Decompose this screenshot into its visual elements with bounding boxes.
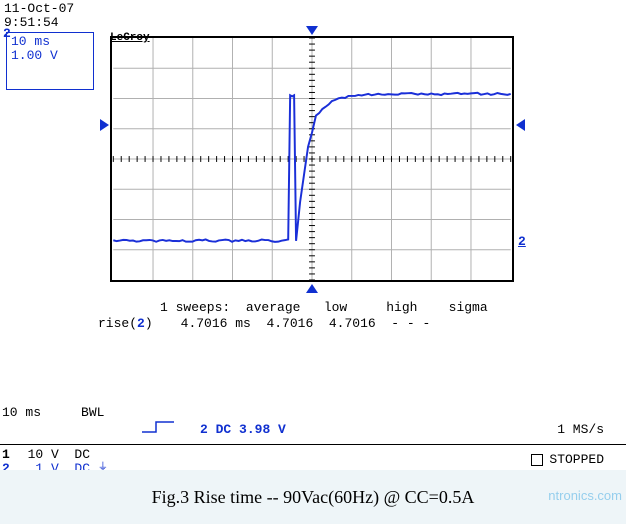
step-icon	[140, 418, 176, 436]
legend-timediv: 10 ms	[11, 35, 89, 49]
legend-voltdiv: 1.00 V	[11, 49, 89, 63]
timediv-row: 10 ms BWL	[2, 406, 108, 420]
sample-rate: 1 MS/s	[557, 422, 604, 437]
channel2-measurement: 2 DC 3.98 V	[200, 422, 286, 437]
divider	[0, 444, 626, 445]
date: 11-Oct-07	[4, 2, 74, 16]
ch2-coupling: DC	[216, 422, 232, 437]
ch2-num: 2	[200, 422, 208, 437]
timestamp: 11-Oct-07 9:51:54	[4, 2, 74, 30]
stats-values: rise(2)4.7016 ms 4.7016 4.7016 - - -	[98, 316, 430, 332]
timediv-value: 10 ms	[2, 406, 41, 420]
stats-header: 1 sweeps: average low high sigma	[160, 300, 488, 316]
oscilloscope-screen: 11-Oct-07 9:51:54 2 10 ms 1.00 V LeCroy …	[0, 0, 626, 470]
legend-channel-number: 2	[3, 27, 11, 41]
caption-text: Fig.3 Rise time -- 90Vac(60Hz) @ CC=0.5A	[152, 487, 475, 508]
status-text: STOPPED	[549, 452, 604, 467]
measurement-stats: 1 sweeps: average low high sigma rise(2)…	[98, 300, 566, 364]
time: 9:51:54	[4, 16, 74, 30]
watermark: ntronics.com	[548, 488, 622, 503]
waveform-grid	[110, 36, 514, 282]
figure-caption: Fig.3 Rise time -- 90Vac(60Hz) @ CC=0.5A	[0, 470, 626, 524]
bwl-label: BWL	[81, 406, 104, 420]
ch2-value: 3.98 V	[239, 422, 286, 437]
channel-legend: 2 10 ms 1.00 V	[6, 32, 94, 90]
acquisition-status: STOPPED	[531, 452, 604, 467]
channel-row: 1 10 V DC	[2, 448, 108, 462]
stop-icon	[531, 454, 543, 466]
brand-label: LeCroy	[110, 32, 150, 44]
